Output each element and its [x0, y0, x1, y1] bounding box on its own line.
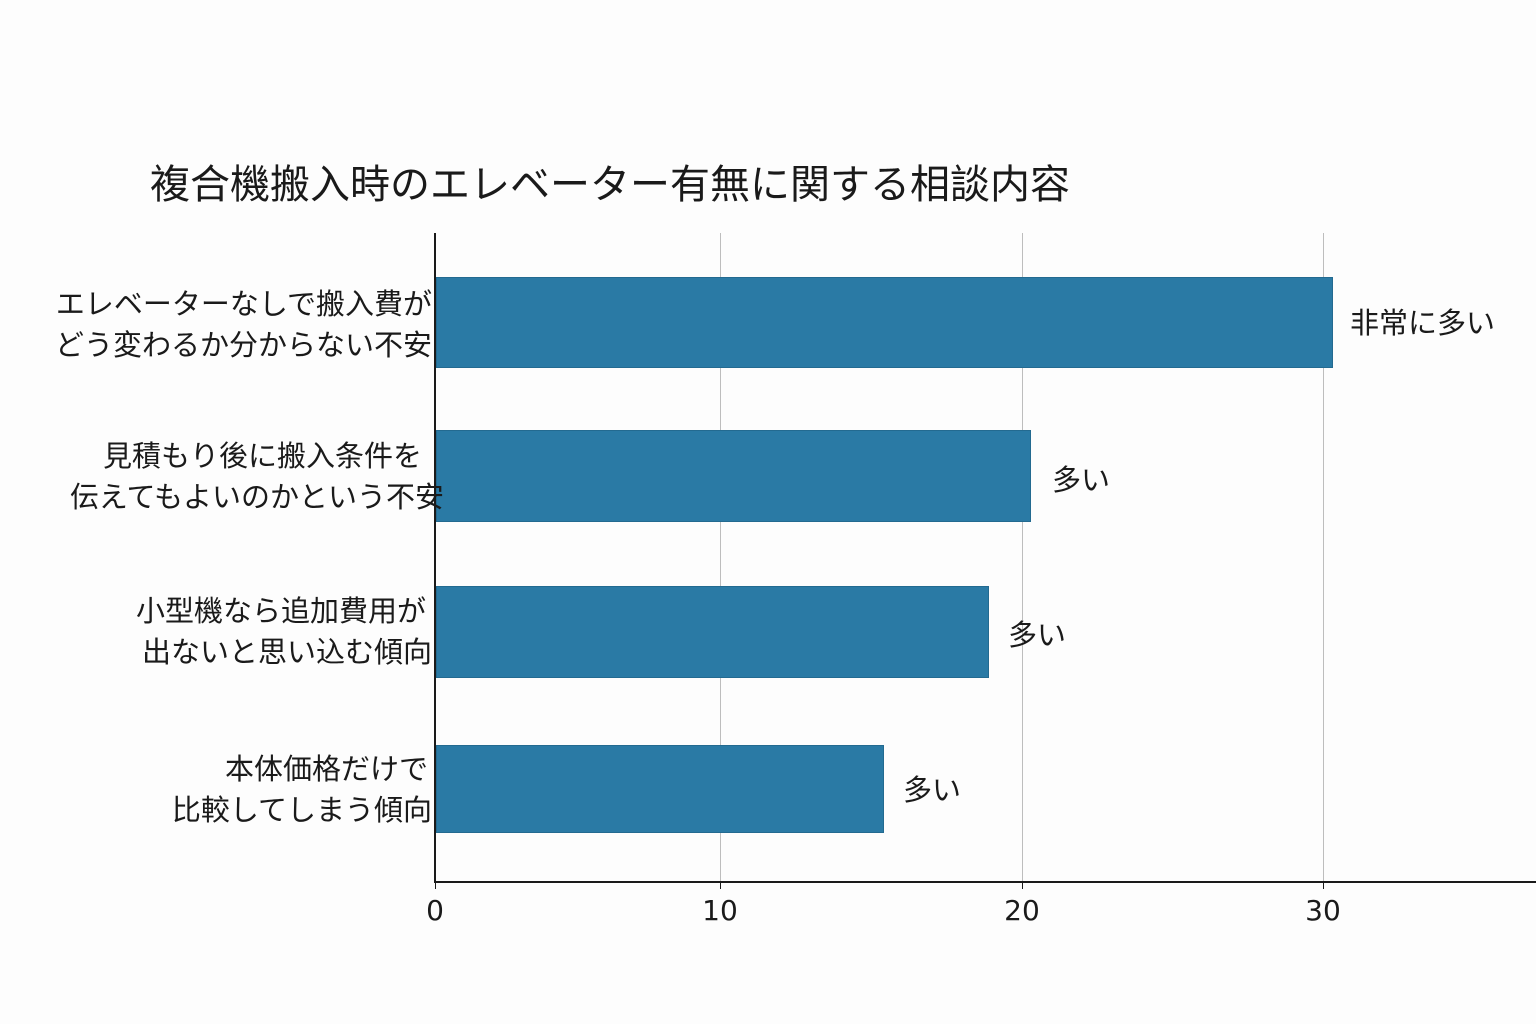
gridline-10 [720, 233, 721, 883]
bar-1 [436, 430, 1031, 522]
category-label: 見積もり後に搬入条件を 伝えてもよいのかという不安 [70, 436, 444, 518]
y-axis [434, 233, 436, 883]
x-tick-30 [1323, 883, 1324, 889]
category-label: 小型機なら追加費用が 出ないと思い込む傾向 [136, 591, 432, 673]
value-annotation: 多い [1052, 463, 1111, 497]
x-tick-10 [720, 883, 721, 889]
value-annotation: 非常に多い [1350, 306, 1496, 340]
gridline-30 [1323, 233, 1324, 883]
value-annotation: 多い [903, 773, 962, 807]
x-axis [434, 881, 1536, 883]
category-label-line: 本体価格だけで [224, 752, 428, 786]
x-tick-label: 10 [702, 894, 738, 927]
gridline-20 [1022, 233, 1023, 883]
category-label-line: 小型機なら追加費用が [135, 594, 426, 628]
category-label-line: 見積もり後に搬入条件を [102, 439, 422, 473]
bar-0 [436, 277, 1333, 368]
category-label-line: エレベーターなしで搬入費が [55, 287, 432, 321]
bar-3 [436, 745, 884, 833]
category-label-line: 比較してしまう傾向 [171, 793, 432, 827]
chart-title: 複合機搬入時のエレベーター有無に関する相談内容 [150, 162, 1070, 208]
x-tick-label: 20 [1004, 894, 1040, 927]
category-label-line: 出ないと思い込む傾向 [141, 635, 432, 669]
bar-2 [436, 586, 989, 678]
category-label: 本体価格だけで 比較してしまう傾向 [172, 749, 432, 831]
category-label: エレベーターなしで搬入費が どう変わるか分からない不安 [55, 284, 432, 366]
x-tick-label: 30 [1305, 894, 1341, 927]
value-annotation: 多い [1008, 618, 1067, 652]
x-tick-0 [435, 883, 436, 889]
x-tick-label: 0 [426, 894, 444, 927]
x-tick-20 [1022, 883, 1023, 889]
category-label-line: どう変わるか分からない不安 [54, 328, 432, 362]
category-label-line: 伝えてもよいのかという不安 [69, 480, 444, 514]
